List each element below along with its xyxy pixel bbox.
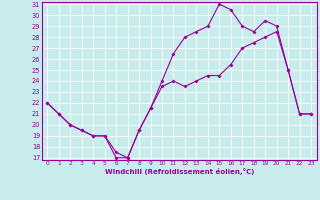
X-axis label: Windchill (Refroidissement éolien,°C): Windchill (Refroidissement éolien,°C) [105, 168, 254, 175]
